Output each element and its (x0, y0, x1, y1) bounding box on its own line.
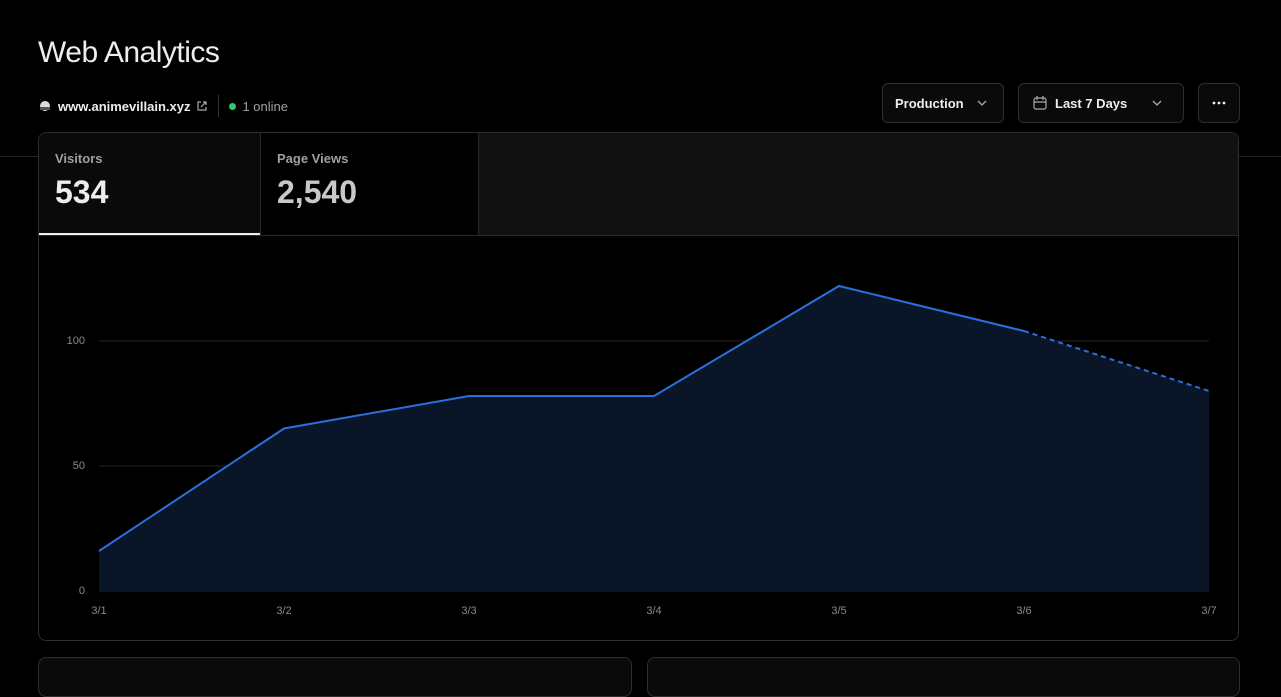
environment-select[interactable]: Production (882, 83, 1004, 123)
site-icon (40, 101, 50, 111)
page-title: Web Analytics (38, 36, 220, 69)
online-dot (229, 102, 237, 110)
calendar-icon (1033, 96, 1047, 110)
online-count: 1 online (242, 98, 289, 114)
range-label: Last 7 Days (1055, 95, 1128, 111)
tab-page-views[interactable]: Page Views 2,540 (260, 133, 479, 235)
tab-label: Page Views (277, 151, 349, 166)
tab-visitors[interactable]: Visitors 534 (39, 133, 260, 235)
chevron (1152, 100, 1162, 106)
chart-card: Visitors 534 Page Views 2,540 (38, 132, 1239, 641)
more-button[interactable] (1198, 83, 1240, 123)
range-select[interactable]: Last 7 Days (1018, 83, 1184, 123)
tab-value: 534 (55, 174, 109, 210)
panel (647, 657, 1240, 697)
site-info: www.animevillain.xyz 1 online (38, 95, 288, 117)
tab-label: Visitors (55, 151, 103, 166)
external-icon (197, 101, 208, 111)
panel (38, 657, 632, 697)
environment-label: Production (895, 95, 964, 111)
tab-value: 2,540 (277, 174, 358, 210)
more-icon (1212, 101, 1226, 105)
chevron (977, 100, 987, 106)
separator (218, 95, 220, 117)
domain-link[interactable]: www.animevillain.xyz (58, 98, 191, 114)
